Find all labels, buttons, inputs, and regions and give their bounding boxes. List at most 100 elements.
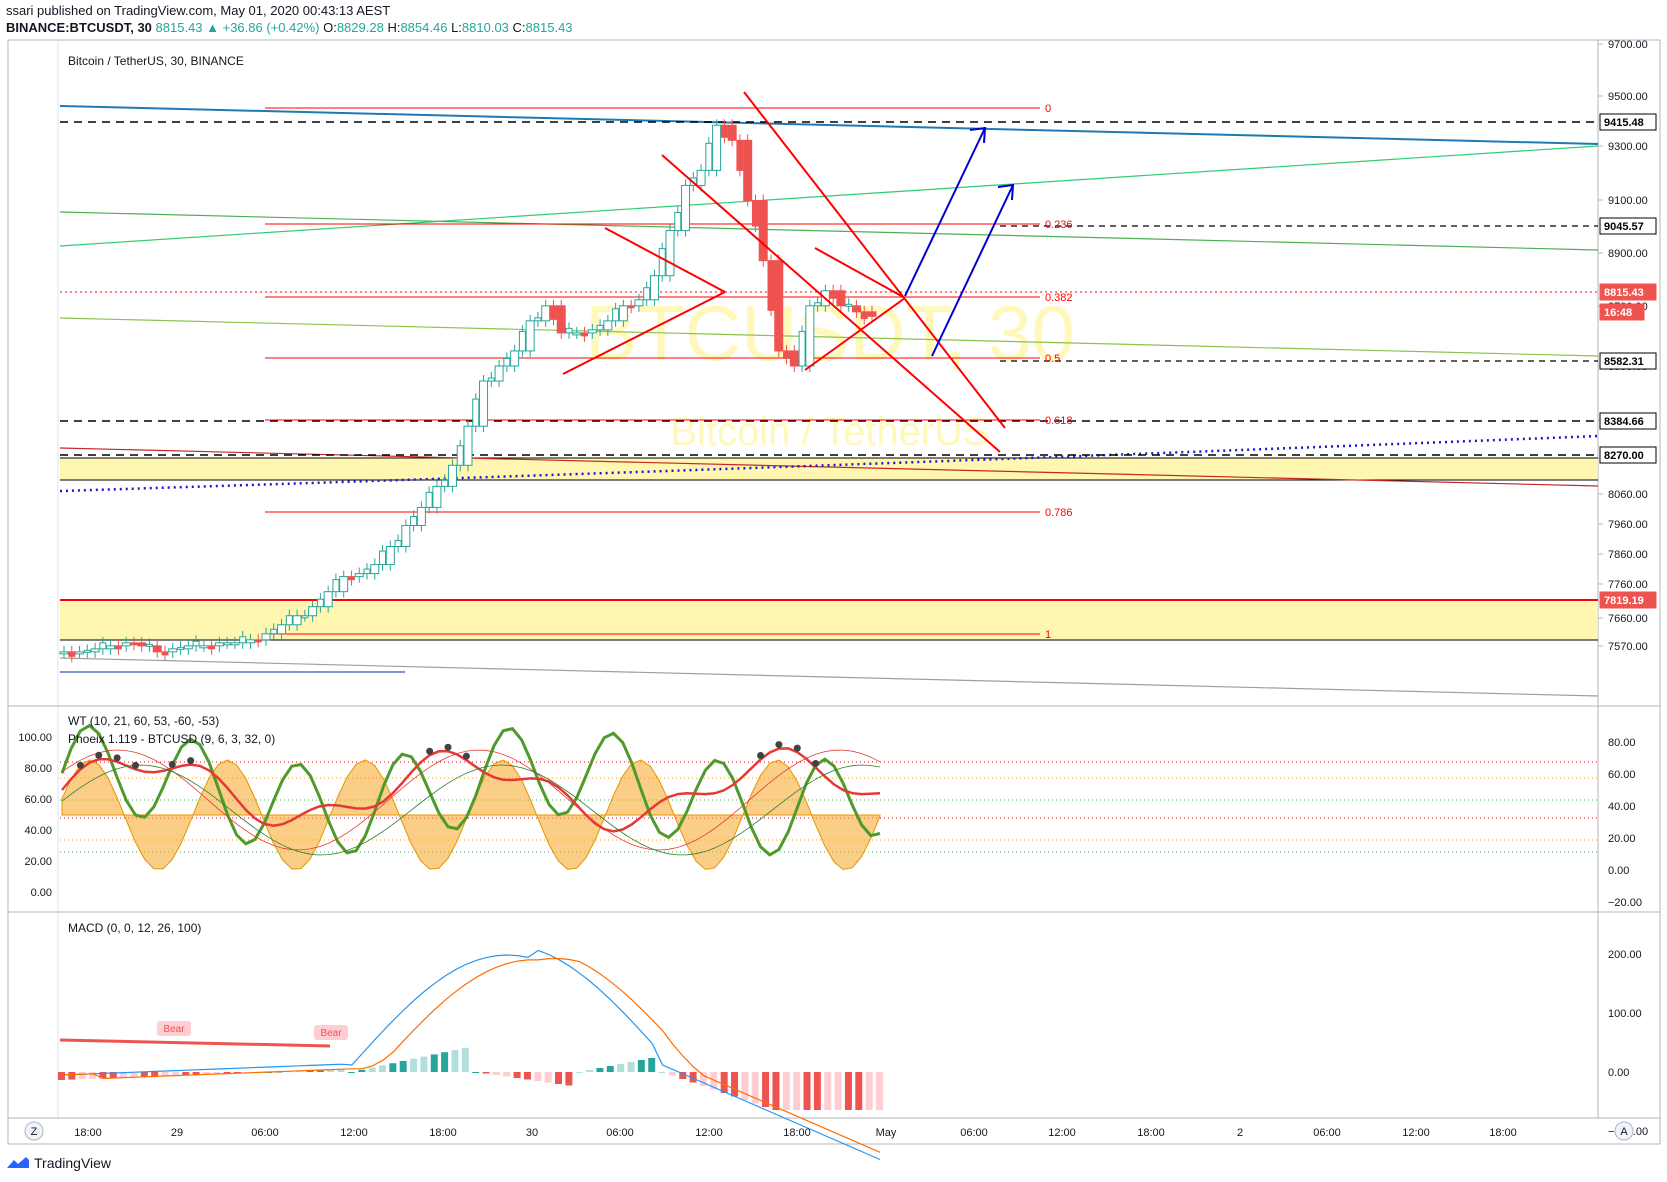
macd-bar [658, 1072, 666, 1073]
wt-left-tick: 80.00 [24, 763, 52, 775]
wt-dot [757, 752, 765, 760]
price-tick: 9300.00 [1608, 141, 1648, 153]
macd-bar [855, 1072, 863, 1110]
candle [441, 474, 449, 493]
wt-dot [426, 747, 434, 755]
price-label-text: 8384.66 [1604, 416, 1644, 428]
candle [347, 570, 355, 586]
macd-bar [513, 1072, 521, 1078]
candle [727, 119, 737, 147]
wt-dot [187, 757, 195, 765]
macd-bar [161, 1072, 169, 1076]
candle [720, 119, 728, 144]
macd-signal-line [61, 957, 881, 1153]
candle [643, 281, 651, 306]
candle [503, 352, 511, 372]
candle [223, 636, 231, 649]
wt-red-line [61, 747, 881, 833]
trendline-green-rising[interactable] [59, 145, 1599, 247]
macd-bar [689, 1072, 697, 1083]
time-axis[interactable]: 18:00 29 06:00 12:00 18:00 30 06:00 12:00 18:00 M… [74, 1127, 1517, 1139]
tradingview-logo-icon [7, 1157, 29, 1168]
fib-label-0236: 0.236 [1045, 219, 1073, 231]
macd-bar [731, 1072, 739, 1097]
close-label: C: [512, 20, 526, 35]
footer: TradingView [0, 1144, 1667, 1182]
price-label-text: 8582.31 [1604, 356, 1644, 368]
time-tick: 18:00 [783, 1127, 811, 1139]
candle [277, 618, 287, 640]
arrow-2-head [997, 183, 1015, 201]
macd-line [61, 949, 881, 1161]
wt-dot [168, 760, 176, 768]
candle [59, 645, 69, 658]
price-axis[interactable]: 9700.009500.009300.009100.008900.008700.… [1598, 39, 1648, 653]
macd-bar [710, 1072, 718, 1090]
wt-dot [95, 751, 103, 759]
macd-bar [772, 1072, 780, 1110]
candle [789, 344, 799, 372]
trendline-green-falling[interactable] [59, 211, 1599, 251]
bear-label-1: Bear [157, 1021, 191, 1036]
macd-bar [223, 1072, 231, 1074]
wedge-pattern[interactable] [562, 91, 1006, 453]
wt-green-line [60, 723, 881, 857]
candle [323, 585, 333, 613]
auto-scale-a-button[interactable]: A [1614, 1121, 1634, 1141]
projection-arrows[interactable] [904, 126, 1015, 357]
macd-right-tick: 0.00 [1608, 1067, 1629, 1079]
trendline-blue-upper[interactable] [59, 105, 1599, 145]
candle [83, 644, 91, 658]
macd-pane[interactable]: Bear Bear MACD (0, 0, 12, 26, 100) 200.0… [58, 921, 1648, 1161]
wt-left-tick: 100.00 [18, 732, 52, 744]
wt-left-tick: 0.00 [31, 887, 52, 899]
fib-label-0382: 0.382 [1045, 292, 1073, 304]
wedge-upper-line [743, 91, 1006, 429]
candle [587, 323, 597, 339]
candle [152, 639, 162, 658]
symbol-ohlc: BINANCE:BTCUSDT, 30 8815.43 ▲ +36.86 (+0… [6, 20, 573, 35]
time-tick: 12:00 [695, 1127, 723, 1139]
candle [230, 636, 240, 649]
macd-bar [534, 1072, 542, 1081]
candle [774, 254, 784, 357]
macd-histogram [58, 1047, 883, 1110]
arrow-1-shaft [904, 127, 986, 297]
wt-dots [76, 741, 820, 769]
auto-scale-z-button[interactable]: Z [24, 1121, 44, 1141]
candle [665, 224, 675, 282]
tradingview-brand[interactable]: TradingView [6, 1155, 111, 1171]
candle [494, 359, 504, 388]
candlestick-series[interactable] [59, 119, 877, 663]
macd-bar [648, 1058, 656, 1072]
macd-bar [192, 1072, 200, 1075]
candle [114, 639, 122, 655]
candle [758, 194, 768, 267]
candle [354, 567, 364, 583]
candle [674, 206, 682, 237]
macd-bar [720, 1072, 728, 1093]
trendline-grey[interactable] [59, 657, 1599, 697]
open-value: 8829.28 [336, 20, 384, 35]
trendline-lightgreen[interactable] [59, 317, 1599, 357]
candle [394, 534, 402, 553]
candle [316, 593, 324, 613]
macd-bar [555, 1072, 563, 1084]
price-tick: 8060.00 [1608, 489, 1648, 501]
macd-bar [182, 1072, 190, 1076]
candle [199, 639, 209, 652]
macd-bar [337, 1069, 345, 1072]
wt-pane[interactable]: WT (10, 21, 60, 53, -60, -53) Phoeix 1.1… [18, 714, 1642, 909]
pennant-top [814, 247, 906, 299]
candle [214, 636, 224, 652]
candle [510, 344, 520, 372]
bear-label-2-text: Bear [320, 1028, 342, 1039]
time-tick: 06:00 [251, 1127, 279, 1139]
macd-bar [410, 1058, 418, 1072]
macd-bar [596, 1068, 604, 1072]
macd-bar [327, 1069, 335, 1072]
macd-bar [824, 1072, 832, 1110]
candle [534, 311, 542, 327]
price-label-text: 9045.57 [1604, 221, 1644, 233]
